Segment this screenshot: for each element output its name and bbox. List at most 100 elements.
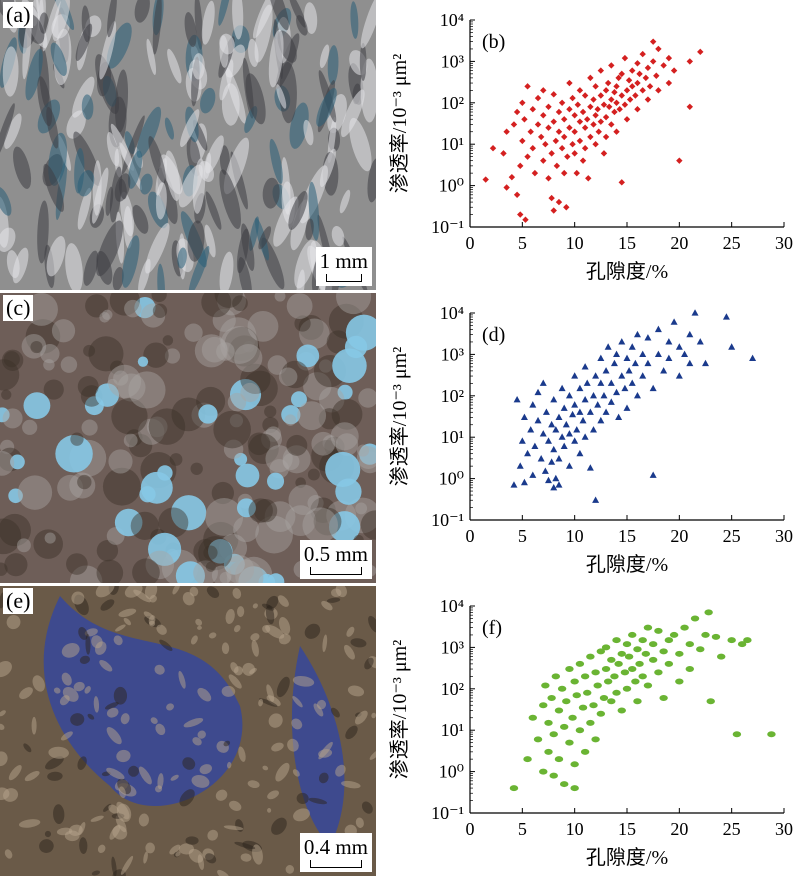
- crystal-fan: [0, 103, 15, 162]
- data-point: [628, 666, 637, 673]
- data-point: [540, 87, 547, 94]
- cement-crystal: [59, 695, 70, 706]
- data-point: [675, 650, 684, 657]
- cement-crystal: [182, 757, 196, 770]
- data-point: [541, 682, 550, 689]
- crystal-fan: [349, 117, 372, 172]
- crystal-fan: [120, 191, 135, 237]
- cement-crystal: [3, 788, 19, 802]
- ooid-grain: [99, 312, 110, 323]
- y-tick-label: 10¹: [441, 134, 464, 154]
- thin-section-photo-a: (a) 1 mm: [0, 0, 376, 290]
- cement-crystal: [335, 764, 346, 777]
- data-point: [503, 184, 510, 191]
- crystal-fan: [236, 228, 249, 274]
- ooid-grain: [267, 472, 285, 490]
- chart-panel-label: (f): [482, 617, 502, 639]
- data-point: [595, 128, 602, 135]
- data-point: [508, 173, 516, 181]
- cement-crystal: [262, 765, 269, 771]
- cement-crystal: [178, 670, 186, 689]
- crystal-fan: [188, 245, 210, 290]
- data-point: [613, 83, 620, 90]
- data-point: [592, 496, 600, 503]
- data-point: [596, 710, 606, 717]
- cement-crystal: [166, 703, 174, 711]
- cement-crystal: [148, 620, 156, 627]
- data-point: [607, 656, 616, 663]
- crystal-fan: [110, 123, 135, 171]
- data-point: [648, 641, 658, 648]
- crystal-fan: [184, 12, 197, 48]
- data-point: [625, 367, 633, 374]
- data-point: [597, 118, 605, 125]
- cement-crystal: [8, 765, 22, 781]
- cement-crystal: [39, 839, 54, 853]
- ooid-grain: [261, 428, 283, 450]
- data-point: [573, 426, 581, 433]
- cement-crystal: [56, 827, 73, 836]
- data-point: [554, 707, 564, 714]
- data-point: [654, 627, 663, 634]
- ooid-grain: [145, 550, 175, 580]
- data-point: [697, 48, 704, 56]
- x-axis-title: 孔隙度/%: [586, 260, 668, 283]
- cement-crystal: [285, 865, 295, 874]
- data-point: [519, 99, 526, 106]
- ooid-grain: [66, 553, 88, 575]
- ooid-grain: [281, 405, 301, 425]
- ooid-grain: [355, 502, 368, 515]
- data-point: [623, 87, 631, 94]
- crystal-fan: [200, 87, 216, 114]
- data-point: [529, 471, 537, 478]
- data-point: [560, 442, 568, 449]
- x-tick-label: 20: [670, 526, 688, 546]
- cement-crystal: [71, 591, 85, 605]
- data-point: [540, 157, 547, 164]
- cement-crystal: [271, 742, 284, 752]
- data-point: [571, 372, 579, 379]
- cement-crystal: [215, 789, 228, 801]
- ooid-grain: [282, 453, 300, 470]
- crystal-fan: [96, 220, 123, 277]
- data-point: [534, 388, 542, 396]
- crystal-fan: [0, 227, 16, 252]
- crystal-fan: [112, 266, 124, 290]
- data-point: [676, 157, 683, 164]
- cement-crystal: [183, 718, 204, 728]
- data-point: [563, 204, 570, 211]
- data-point: [561, 133, 568, 141]
- ooid-grain: [17, 475, 53, 510]
- cement-crystal: [268, 713, 283, 728]
- data-point: [624, 653, 634, 660]
- data-point: [568, 714, 577, 721]
- data-point: [638, 637, 647, 644]
- data-point: [557, 685, 567, 692]
- ooid-grain: [77, 474, 92, 490]
- crystal-fan: [83, 250, 99, 286]
- ooid-grain: [226, 559, 264, 583]
- data-point: [555, 455, 563, 462]
- ooid-grain: [2, 408, 23, 429]
- data-point: [565, 392, 573, 399]
- ooid-grain: [262, 416, 279, 434]
- data-point: [564, 153, 571, 160]
- data-point: [581, 92, 589, 99]
- cement-crystal: [45, 756, 64, 770]
- ooid-grain: [158, 507, 189, 538]
- cement-crystal: [0, 751, 8, 767]
- crystal-fan: [219, 33, 235, 55]
- data-point: [539, 702, 548, 709]
- data-point: [571, 150, 578, 157]
- crystal-fan: [219, 169, 241, 230]
- crystal-fan: [13, 146, 32, 189]
- crystal-fan: [122, 235, 140, 288]
- cement-crystal: [85, 634, 91, 655]
- data-point: [613, 388, 621, 396]
- data-point: [743, 637, 752, 644]
- ooid-grain: [69, 472, 96, 499]
- ooid-grain: [299, 318, 330, 350]
- crystal-fan: [219, 251, 234, 290]
- cement-crystal: [238, 746, 246, 762]
- x-tick-label: 30: [775, 819, 793, 839]
